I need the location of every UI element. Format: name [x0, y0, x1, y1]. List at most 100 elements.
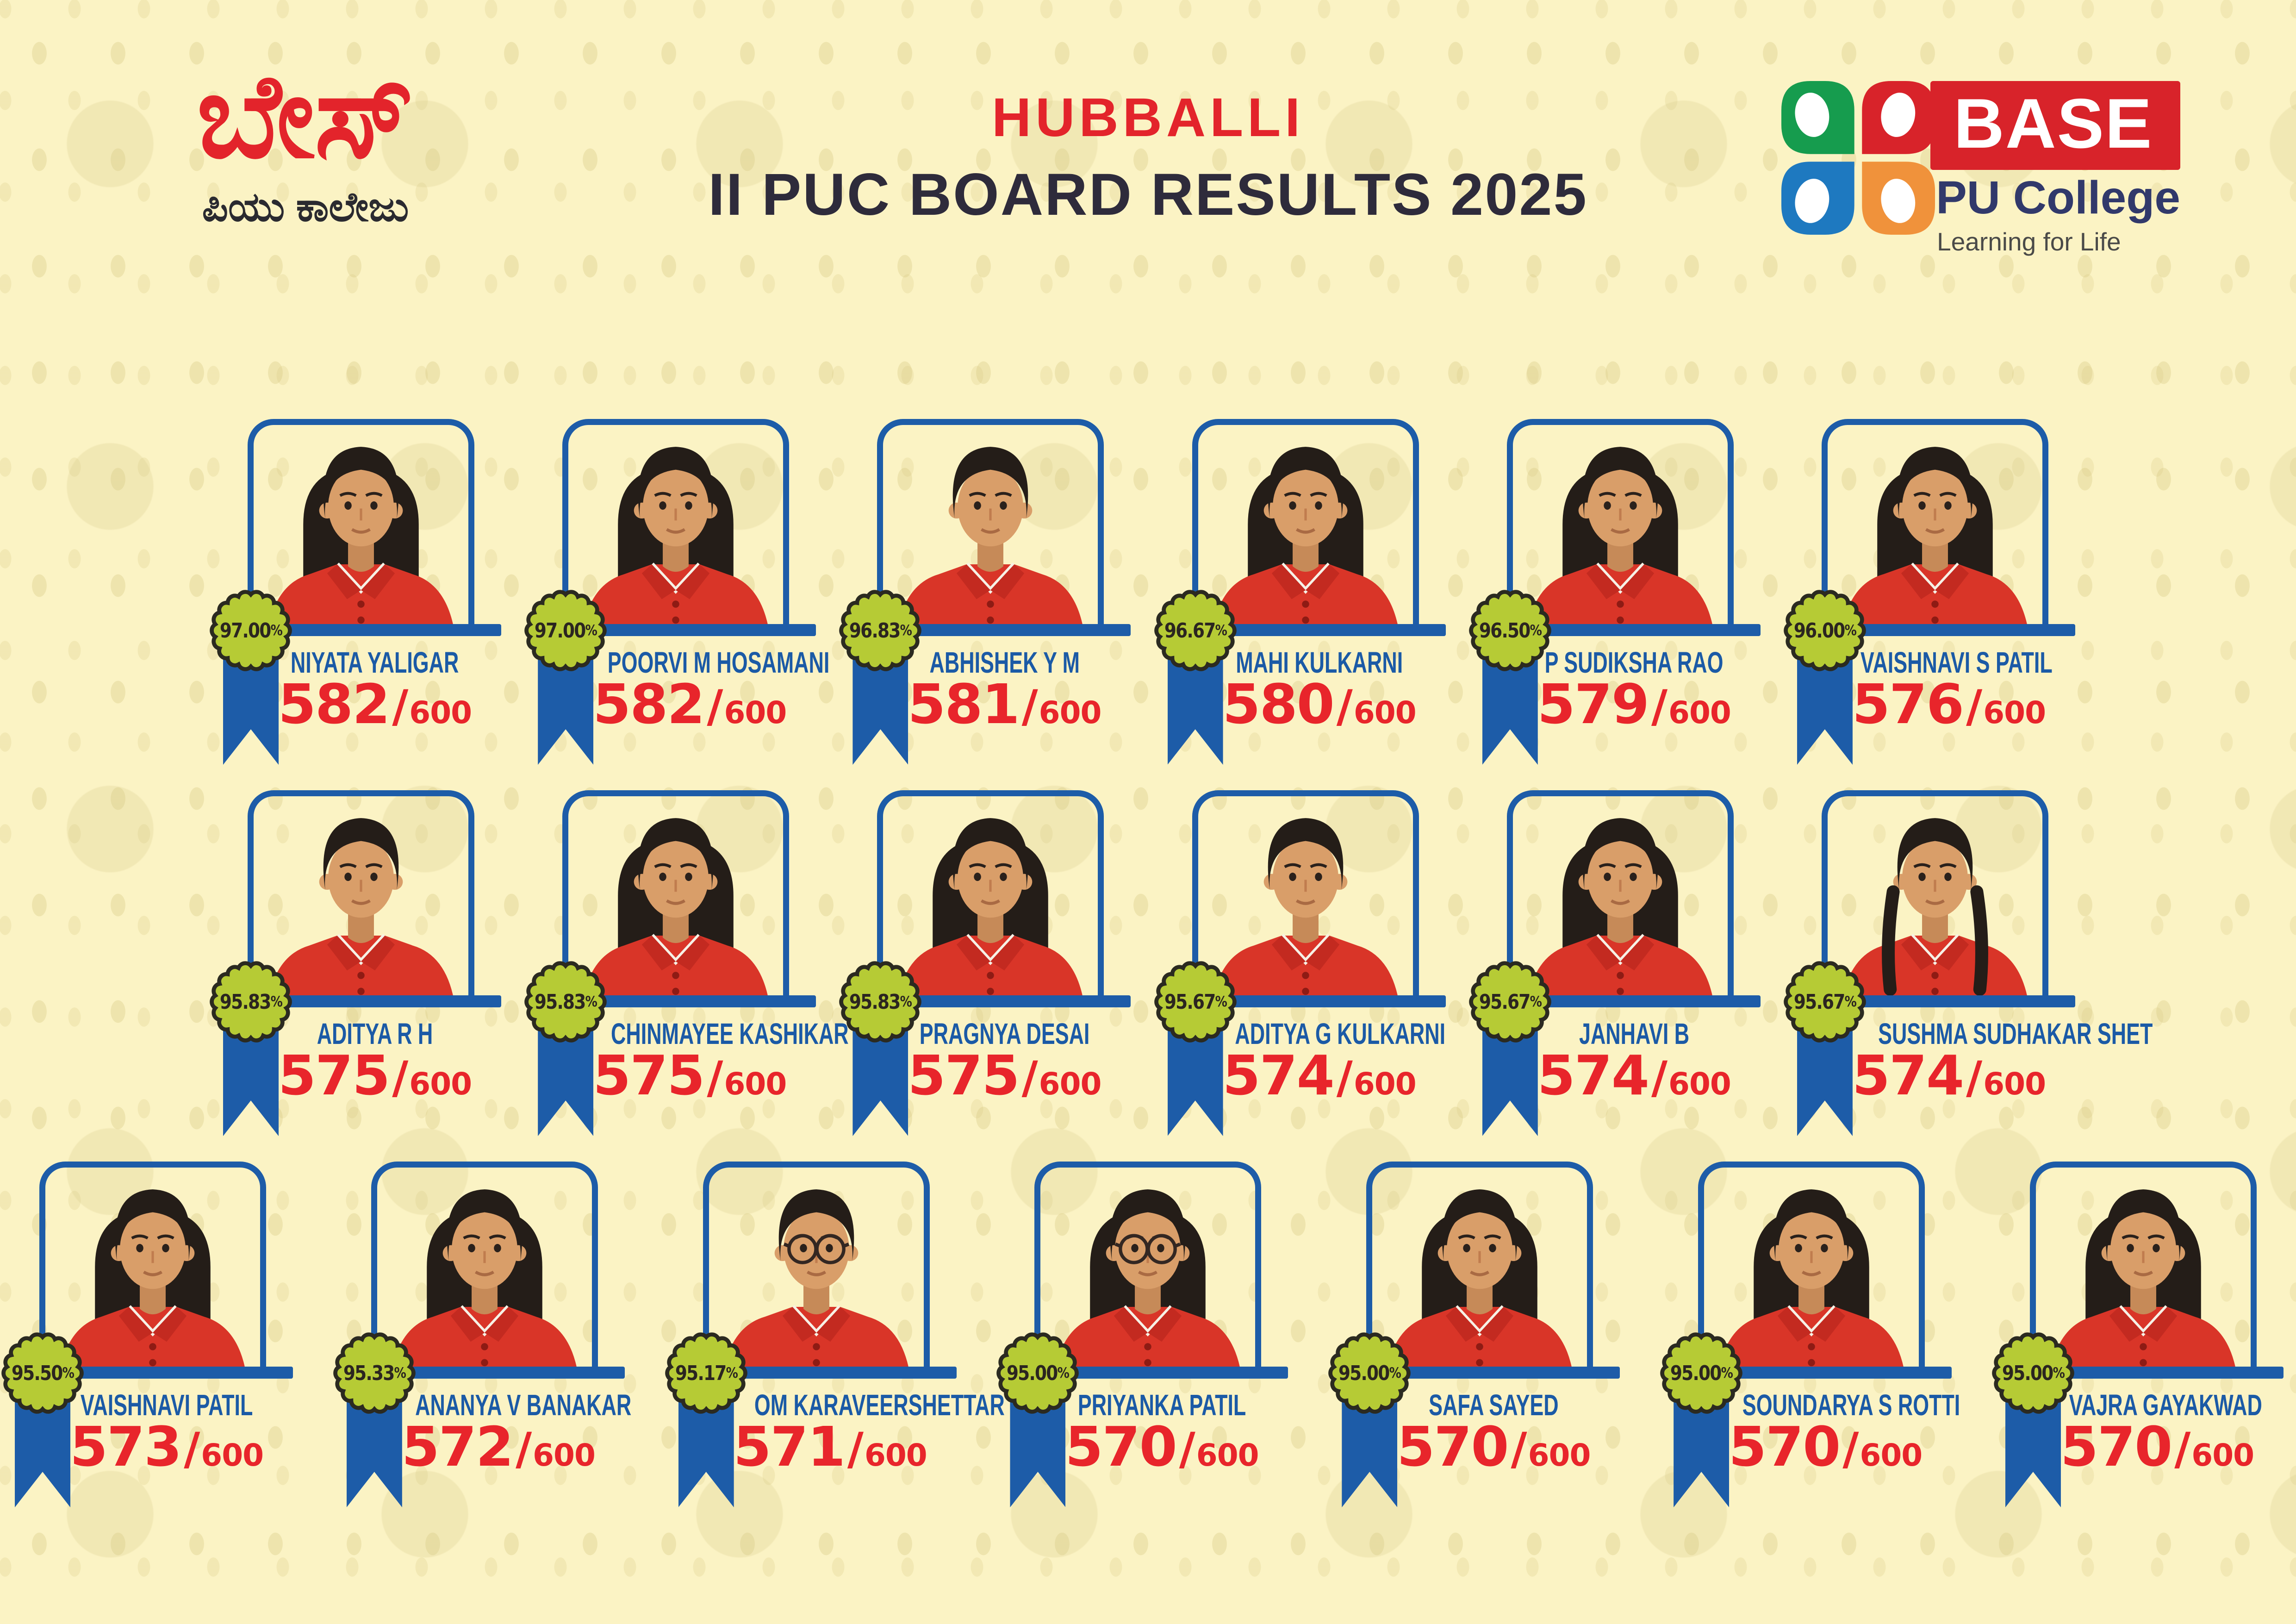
student-card: 97.00% POORVI M HOSAMANI 582 / 600 [524, 419, 830, 776]
face [958, 466, 1024, 546]
hair [1110, 1189, 1186, 1261]
polo-shirt [391, 1306, 578, 1373]
polo-shirt [897, 564, 1084, 630]
student-photo [1527, 446, 1714, 630]
student-card: 95.50% VAISHNAVI PATIL 573 / 600 [1, 1162, 293, 1519]
score-value: 574 [1852, 1043, 1964, 1107]
student-label: SUSHMA SUDHAKAR SHET 574 / 600 [1819, 1019, 2153, 1107]
percentage-value: 97.00% [535, 618, 597, 643]
polo-shirt [268, 935, 454, 1001]
face [1587, 466, 1653, 546]
results-row-2: 95.83% ADITYA R H 575 / 600 [0, 790, 2296, 1148]
percentage-value: 95.83% [849, 990, 912, 1014]
score-separator: / [1179, 1423, 1195, 1475]
student-label: P SUDIKSHA RAO 579 / 600 [1505, 646, 1764, 733]
hair [323, 818, 399, 890]
hair [1897, 818, 1973, 890]
student-name: VAISHNAVI S PATIL [1860, 646, 2053, 679]
hair [953, 818, 1028, 890]
polo-shirt [2050, 1306, 2237, 1373]
student-card: 95.33% ANANYA V BANAKAR 572 / 600 [333, 1162, 631, 1519]
kannada-title: ಬೇಸ್ [196, 51, 415, 181]
score-total: 600 [1039, 1066, 1102, 1102]
student-photo [582, 818, 769, 1001]
face [2110, 1209, 2176, 1289]
score-value: 582 [593, 672, 705, 736]
score-total: 600 [1353, 1066, 1417, 1102]
seal-icon [1154, 961, 1237, 1043]
braids [1882, 885, 1988, 996]
score-total: 600 [724, 1066, 787, 1102]
face [1902, 837, 1968, 918]
percentage-value: 95.67% [1793, 990, 1857, 1014]
student-label: PRAGNYA DESAI 575 / 600 [875, 1019, 1134, 1104]
student-photo-frame [1506, 790, 1734, 1001]
student-card: 96.67% MAHI KULKARNI 580 / 600 [1154, 419, 1446, 776]
student-card: 95.00% SAFA SAYED 570 / 600 [1328, 1162, 1620, 1519]
hair [638, 446, 714, 518]
polo-shirt [897, 935, 1084, 1001]
base-logo: BASE PU College Learning for Life [1781, 81, 2180, 255]
student-name: P SUDIKSHA RAO [1544, 646, 1724, 679]
score-total: 600 [1353, 694, 1417, 731]
student-score: 573 / 600 [37, 1419, 296, 1474]
percentage-badge: 95.00% [1657, 1329, 1745, 1417]
glasses-icon [1115, 1234, 1181, 1264]
seal-icon [524, 590, 607, 671]
student-label: ADITYA R H 575 / 600 [245, 1019, 504, 1104]
score-total: 600 [1039, 694, 1102, 731]
hair [1268, 446, 1343, 518]
student-label: CHINMAYEE KASHIKAR 575 / 600 [560, 1019, 849, 1104]
score-value: 570 [1065, 1415, 1177, 1479]
score-separator: / [392, 1052, 409, 1104]
hair [1268, 818, 1343, 890]
student-photo [391, 1189, 578, 1373]
student-photo [897, 818, 1084, 1001]
score-total: 600 [724, 694, 787, 731]
student-score: 572 / 600 [369, 1419, 628, 1475]
student-photo [2050, 1189, 2237, 1373]
student-photo-frame [877, 419, 1104, 630]
polo-shirt [59, 1306, 246, 1373]
hair [1582, 446, 1658, 518]
face [1272, 466, 1338, 546]
student-photo [268, 818, 454, 1001]
percentage-value: 96.50% [1479, 618, 1542, 643]
face [643, 466, 709, 546]
score-separator: / [1021, 1052, 1038, 1104]
student-score: 581 / 600 [875, 677, 1134, 731]
score-separator: / [1651, 681, 1668, 733]
base-logo-text: BASE [1930, 81, 2180, 170]
percentage-badge: 95.67% [1781, 958, 1869, 1046]
score-separator: / [392, 681, 409, 733]
student-photo [723, 1189, 910, 1373]
score-separator: / [516, 1423, 532, 1475]
seal-icon [1328, 1332, 1411, 1414]
seal-icon [1660, 1332, 1742, 1414]
score-separator: / [707, 1052, 723, 1104]
student-photo [1527, 818, 1714, 1001]
student-label: POORVI M HOSAMANI 582 / 600 [560, 648, 829, 736]
student-label: VAISHNAVI PATIL 573 / 600 [37, 1390, 296, 1474]
student-photo-frame [1034, 1162, 1262, 1373]
student-label: SAFA SAYED 570 / 600 [1364, 1390, 1623, 1474]
student-photo [582, 446, 769, 630]
student-score: 574 / 600 [1819, 1043, 2078, 1107]
seal-icon [665, 1332, 747, 1414]
percentage-value: 95.83% [535, 990, 597, 1014]
student-name: JANHAVI B [1579, 1017, 1689, 1050]
seal-icon [210, 961, 292, 1043]
student-photo-frame [1366, 1162, 1593, 1373]
student-photo-frame [1192, 790, 1419, 1001]
student-score: 575 / 600 [560, 1048, 819, 1104]
face [451, 1209, 517, 1289]
student-card: 96.50% P SUDIKSHA RAO 579 / 600 [1468, 419, 1761, 776]
percentage-value: 95.67% [1164, 990, 1227, 1014]
student-label: ANANYA V BANAKAR 572 / 600 [369, 1390, 631, 1475]
student-photo [1842, 818, 2028, 1001]
student-score: 570 / 600 [2028, 1419, 2287, 1474]
score-total: 600 [1528, 1437, 1591, 1473]
percentage-badge: 95.00% [1989, 1329, 2077, 1417]
score-separator: / [1966, 1052, 1983, 1104]
face [120, 1209, 186, 1289]
